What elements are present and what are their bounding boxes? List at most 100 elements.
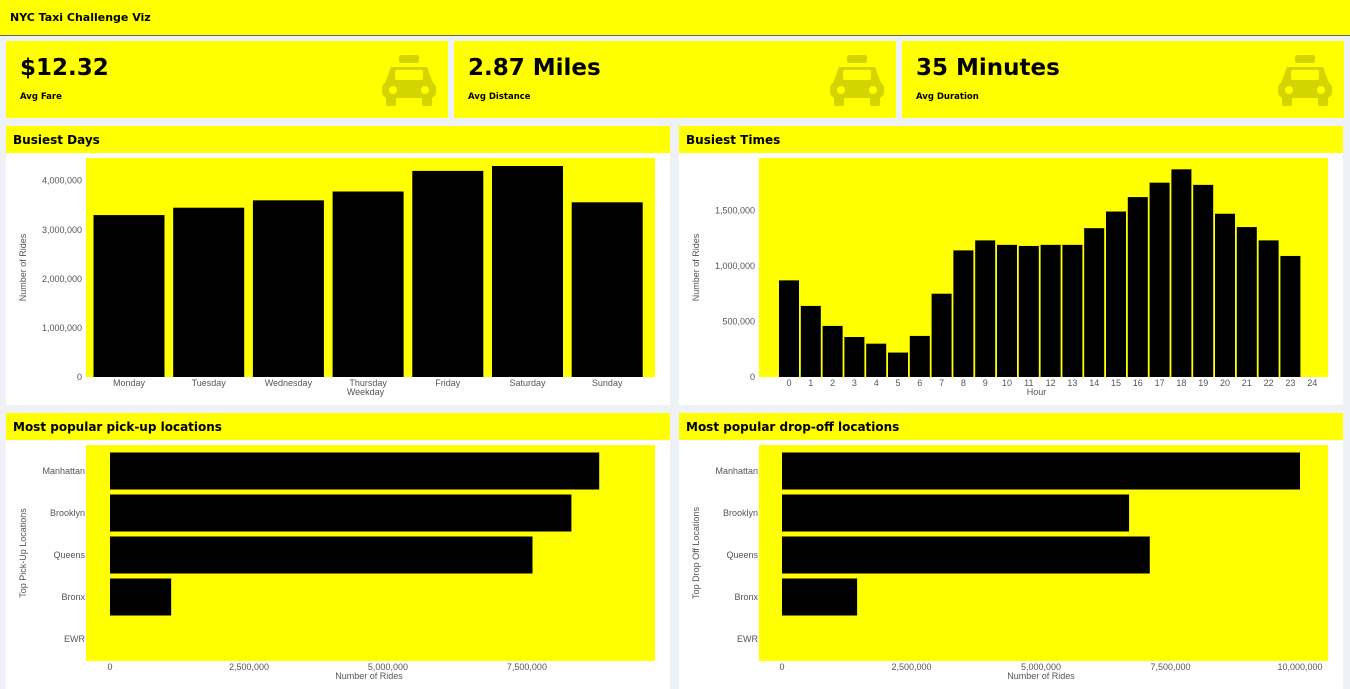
x-tick-label: 5 [895, 378, 900, 388]
chart-panel-pickup: Manhattan Brooklyn Queens Bronx EWR 0 2,500,00… [6, 440, 670, 689]
kpi-card-fare: $12.32 Avg Fare [6, 41, 448, 118]
y-tick-label: Bronx [61, 592, 85, 602]
x-tick-label: 10,000,000 [1277, 662, 1322, 672]
bar [953, 250, 973, 377]
app-title: NYC Taxi Challenge Viz [10, 11, 151, 24]
x-tick-label: 22 [1264, 378, 1274, 388]
x-tick-label: 23 [1285, 378, 1295, 388]
x-tick-label: 15 [1111, 378, 1121, 388]
panel-header-busiest-days: Busiest Days [6, 126, 670, 153]
bar [888, 353, 908, 377]
x-tick-label: Sunday [592, 378, 623, 388]
y-axis-title: Number of Rides [18, 233, 28, 301]
chart-panel-busiest-days: 0 1,000,000 2,000,000 3,000,000 4,000,000 Mon… [6, 153, 670, 405]
x-tick-label: 19 [1198, 378, 1208, 388]
y-tick-label: Queens [726, 550, 758, 560]
bar [866, 344, 886, 377]
y-axis-title: Top Drop Off Locations [691, 507, 701, 599]
bar [110, 453, 599, 490]
panel-header-dropoff: Most popular drop-off locations [679, 413, 1343, 440]
busiest-days-chart: 0 1,000,000 2,000,000 3,000,000 4,000,000 Mon… [6, 153, 670, 405]
x-tick-label: 0 [107, 662, 112, 672]
bar [110, 537, 532, 574]
y-tick-label: 1,000,000 [715, 261, 755, 271]
x-tick-label: 20 [1220, 378, 1230, 388]
bar [782, 579, 857, 616]
bar [782, 495, 1129, 532]
kpi-label: Avg Distance [468, 92, 531, 102]
y-tick-label: EWR [64, 634, 85, 644]
x-axis-title: Number of Rides [1007, 671, 1075, 681]
y-tick-label: 3,000,000 [42, 225, 82, 235]
bar [932, 294, 952, 377]
y-tick-label: 0 [750, 372, 755, 382]
taxi-icon [828, 53, 886, 107]
x-tick-label: 18 [1176, 378, 1186, 388]
bar [782, 453, 1300, 490]
x-tick-label: Friday [435, 378, 461, 388]
panel-title: Busiest Days [13, 133, 100, 147]
chart-panel-busiest-times: 0 500,000 1,000,000 1,500,000 0 1 2 3 4 5 6 7 8 9 10 11… [679, 153, 1343, 405]
panel-title: Most popular drop-off locations [686, 420, 899, 434]
x-tick-label: 12 [1046, 378, 1056, 388]
bar [1084, 228, 1104, 377]
bar [1106, 212, 1126, 377]
x-tick-label: 17 [1155, 378, 1165, 388]
bar [333, 192, 404, 377]
bar [779, 280, 799, 377]
y-tick-label: Brooklyn [723, 508, 758, 518]
x-tick-label: 1 [808, 378, 813, 388]
bar [1019, 246, 1039, 377]
taxi-icon [1276, 53, 1334, 107]
y-tick-label: Queens [53, 550, 85, 560]
kpi-card-duration: 35 Minutes Avg Duration [902, 41, 1344, 118]
x-tick-label: 7,500,000 [1150, 662, 1190, 672]
y-tick-label: EWR [737, 634, 758, 644]
y-axis-title: Top Pick-Up Locations [18, 508, 28, 598]
kpi-value: 35 Minutes [916, 55, 1060, 81]
x-axis-title: Weekday [347, 387, 385, 397]
kpi-card-distance: 2.87 Miles Avg Distance [454, 41, 896, 118]
kpi-label: Avg Fare [20, 92, 62, 102]
y-tick-label: 500,000 [722, 316, 755, 326]
x-tick-label: Wednesday [265, 378, 313, 388]
bar [823, 326, 843, 377]
kpi-label: Avg Duration [916, 92, 979, 102]
y-tick-label: 4,000,000 [42, 176, 82, 186]
kpi-value: $12.32 [20, 55, 109, 81]
bar [1171, 169, 1191, 377]
x-tick-label: 2,500,000 [229, 662, 269, 672]
bar [253, 200, 324, 377]
x-tick-label: 4 [874, 378, 879, 388]
x-tick-label: 7 [939, 378, 944, 388]
bar [1259, 240, 1279, 377]
bar [1237, 227, 1257, 377]
bar [975, 240, 995, 377]
x-tick-label: 2 [830, 378, 835, 388]
y-tick-label: Brooklyn [50, 508, 85, 518]
bar [492, 166, 563, 377]
bar [110, 579, 171, 616]
app-header: NYC Taxi Challenge Viz [0, 0, 1350, 36]
bar [1193, 185, 1213, 377]
bar [844, 337, 864, 377]
bar [1041, 245, 1061, 377]
bar [782, 537, 1150, 574]
x-tick-label: 7,500,000 [507, 662, 547, 672]
pickup-locations-chart: Manhattan Brooklyn Queens Bronx EWR 0 2,500,00… [6, 440, 670, 689]
chart-panel-dropoff: Manhattan Brooklyn Queens Bronx EWR 0 2,500,00… [679, 440, 1343, 689]
bar [1215, 214, 1235, 377]
dropoff-locations-chart: Manhattan Brooklyn Queens Bronx EWR 0 2,500,00… [679, 440, 1343, 689]
y-tick-label: Bronx [734, 592, 758, 602]
y-axis-title: Number of Rides [691, 233, 701, 301]
x-tick-label: 16 [1133, 378, 1143, 388]
bar [1150, 183, 1170, 377]
panel-title: Busiest Times [686, 133, 780, 147]
x-tick-label: 13 [1067, 378, 1077, 388]
x-axis-title: Hour [1027, 387, 1047, 397]
bar [173, 208, 244, 377]
bar [412, 171, 483, 377]
bar [1062, 245, 1082, 377]
x-tick-label: 21 [1242, 378, 1252, 388]
